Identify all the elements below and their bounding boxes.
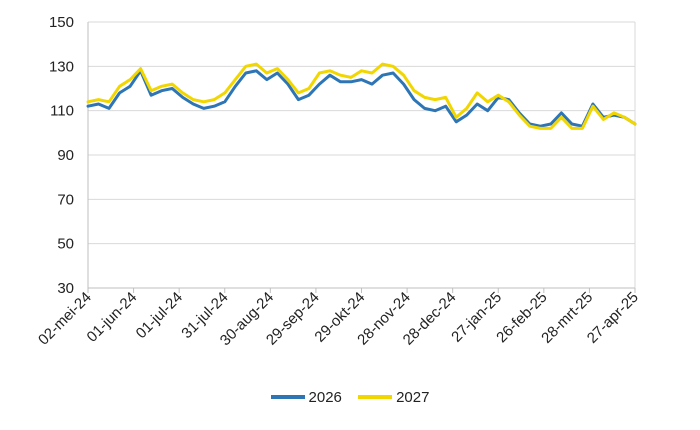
legend-swatch-2026 [270,395,305,399]
legend-swatch-2027 [358,395,393,399]
series-lines [86,62,637,130]
y-tick-label: 130 [49,58,74,75]
x-tick-label: 02-mei-24 [35,289,95,349]
legend-label-2026: 2026 [308,388,342,406]
x-tick-label: 01-jul-24 [133,289,186,342]
series-line-2027 [86,62,637,130]
y-tick-label: 70 [57,191,74,208]
legend-label-2027: 2027 [396,388,430,406]
x-axis: 02-mei-2401-jun-2401-jul-2431-jul-2430-a… [35,287,642,349]
y-tick-label: 50 [57,236,74,253]
y-tick-label: 90 [57,147,74,164]
series-line-2026 [86,69,637,128]
legend-item-2026: 2026 [270,388,342,406]
legend: 2026 2027 [0,386,700,406]
y-tick-label: 110 [50,103,74,120]
y-tick-label: 30 [57,280,74,297]
x-tick-label: 01-jun-24 [84,289,141,346]
legend-item-2027: 2027 [358,389,429,406]
y-tick-label: 150 [49,14,74,31]
line-chart: 30 50 70 90 110 130 150 02-mei-2401-jun-2401-j… [35,14,642,349]
y-axis: 30 50 70 90 110 130 150 [49,14,89,297]
